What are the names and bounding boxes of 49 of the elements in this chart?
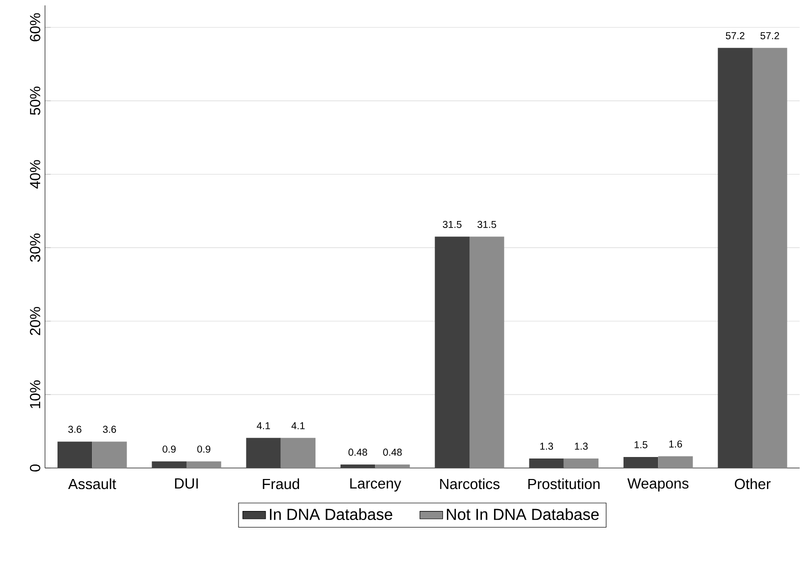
- data-label: 57.2: [726, 32, 744, 40]
- bar: [470, 236, 504, 468]
- data-label: 3.6: [68, 426, 82, 433]
- legend-label: Not In DNA Database: [446, 508, 599, 520]
- bar: [564, 458, 598, 468]
- data-label: 1.5: [634, 441, 648, 448]
- x-tick-label: Prostitution: [528, 478, 600, 490]
- bar: [246, 438, 281, 468]
- y-tick-label: 30%: [30, 234, 40, 262]
- bar: [375, 464, 410, 468]
- x-tick-label: Weapons: [627, 478, 688, 492]
- x-tick-label: Narcotics: [440, 478, 500, 490]
- bar: [623, 456, 658, 468]
- bar: [718, 48, 752, 468]
- x-tick-label: Other: [734, 478, 771, 490]
- data-label: 31.5: [477, 220, 496, 228]
- bar: [92, 442, 127, 468]
- bar: [529, 458, 564, 468]
- data-label: 0.48: [348, 448, 368, 456]
- y-tick-label: 0: [30, 464, 40, 472]
- y-tick-label: 50%: [30, 86, 40, 115]
- data-label: 4.1: [256, 422, 270, 430]
- x-tick-label: Assault: [68, 478, 116, 490]
- bar: [186, 461, 222, 468]
- bar: [152, 461, 186, 468]
- x-tick-label: Larceny: [350, 478, 402, 492]
- bar: [752, 48, 788, 468]
- bar: [658, 456, 693, 468]
- data-label: 3.6: [102, 426, 116, 433]
- bar: [434, 236, 470, 468]
- x-tick-label: DUI: [175, 478, 198, 489]
- data-label: 31.5: [442, 220, 462, 228]
- data-label: 1.3: [540, 442, 554, 450]
- y-tick-label: 20%: [30, 306, 40, 336]
- legend-label: In DNA Database: [270, 508, 392, 520]
- bar: [58, 442, 92, 468]
- data-label: 4.1: [291, 422, 305, 430]
- bar: [280, 438, 316, 468]
- y-tick-label: 10%: [30, 380, 40, 408]
- data-label: 57.2: [760, 32, 780, 40]
- y-tick-label: 40%: [30, 160, 40, 189]
- data-label: 0.48: [383, 448, 402, 456]
- data-label: 0.9: [197, 446, 210, 453]
- y-tick-label: 60%: [30, 13, 40, 42]
- x-tick-label: Fraud: [262, 478, 300, 490]
- data-label: 1.6: [669, 440, 682, 448]
- bar: [340, 464, 376, 468]
- data-label: 0.9: [162, 446, 176, 453]
- data-label: 1.3: [574, 442, 588, 450]
